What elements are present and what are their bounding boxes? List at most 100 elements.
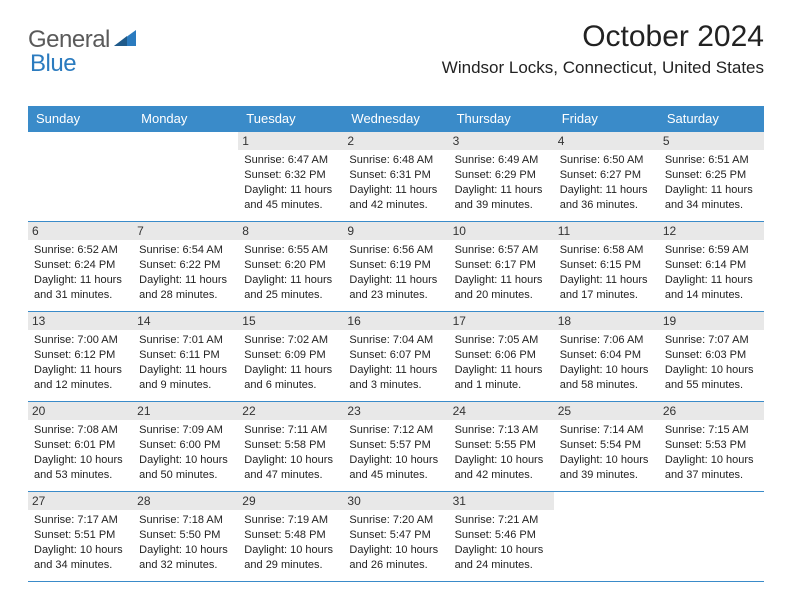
- day-info: Sunrise: 7:12 AMSunset: 5:57 PMDaylight:…: [349, 423, 442, 482]
- sunrise-text: Sunrise: 7:04 AM: [349, 333, 442, 348]
- sunset-text: Sunset: 6:22 PM: [139, 258, 232, 273]
- title-block: October 2024 Windsor Locks, Connecticut,…: [442, 20, 764, 78]
- sunrise-text: Sunrise: 7:17 AM: [34, 513, 127, 528]
- day-number: 27: [28, 492, 133, 510]
- sunrise-text: Sunrise: 6:58 AM: [560, 243, 653, 258]
- sunset-text: Sunset: 6:04 PM: [560, 348, 653, 363]
- calendar-day-cell: [659, 492, 764, 582]
- daylight-text: Daylight: 10 hours and 32 minutes.: [139, 543, 232, 573]
- sunrise-text: Sunrise: 7:08 AM: [34, 423, 127, 438]
- sunrise-text: Sunrise: 6:49 AM: [455, 153, 548, 168]
- calendar-day-cell: 23Sunrise: 7:12 AMSunset: 5:57 PMDayligh…: [343, 402, 448, 492]
- day-info: Sunrise: 7:06 AMSunset: 6:04 PMDaylight:…: [560, 333, 653, 392]
- weekday-header: Friday: [554, 106, 659, 132]
- daylight-text: Daylight: 11 hours and 34 minutes.: [665, 183, 758, 213]
- sunset-text: Sunset: 6:06 PM: [455, 348, 548, 363]
- daylight-text: Daylight: 10 hours and 50 minutes.: [139, 453, 232, 483]
- location-text: Windsor Locks, Connecticut, United State…: [442, 58, 764, 78]
- sunset-text: Sunset: 5:55 PM: [455, 438, 548, 453]
- daylight-text: Daylight: 10 hours and 42 minutes.: [455, 453, 548, 483]
- day-number: 19: [659, 312, 764, 330]
- day-info: Sunrise: 7:02 AMSunset: 6:09 PMDaylight:…: [244, 333, 337, 392]
- calendar-day-cell: 12Sunrise: 6:59 AMSunset: 6:14 PMDayligh…: [659, 222, 764, 312]
- sunset-text: Sunset: 6:00 PM: [139, 438, 232, 453]
- sunset-text: Sunset: 5:53 PM: [665, 438, 758, 453]
- calendar-day-cell: 15Sunrise: 7:02 AMSunset: 6:09 PMDayligh…: [238, 312, 343, 402]
- daylight-text: Daylight: 11 hours and 31 minutes.: [34, 273, 127, 303]
- sunset-text: Sunset: 6:17 PM: [455, 258, 548, 273]
- day-info: Sunrise: 7:17 AMSunset: 5:51 PMDaylight:…: [34, 513, 127, 572]
- daylight-text: Daylight: 11 hours and 23 minutes.: [349, 273, 442, 303]
- day-info: Sunrise: 6:57 AMSunset: 6:17 PMDaylight:…: [455, 243, 548, 302]
- day-info: Sunrise: 6:47 AMSunset: 6:32 PMDaylight:…: [244, 153, 337, 212]
- daylight-text: Daylight: 10 hours and 53 minutes.: [34, 453, 127, 483]
- calendar-day-cell: 20 Sunrise: 7:08 AMSunset: 6:01 PMDayligh…: [28, 402, 133, 492]
- calendar-day-cell: 2 Sunrise: 6:48 AMSunset: 6:31 PMDaylight…: [343, 132, 448, 222]
- daylight-text: Daylight: 10 hours and 58 minutes.: [560, 363, 653, 393]
- weekday-header: Tuesday: [238, 106, 343, 132]
- calendar-week-row: 1Sunrise: 6:47 AMSunset: 6:32 PMDaylight…: [28, 132, 764, 222]
- daylight-text: Daylight: 11 hours and 39 minutes.: [455, 183, 548, 213]
- weekday-header: Monday: [133, 106, 238, 132]
- daylight-text: Daylight: 10 hours and 34 minutes.: [34, 543, 127, 573]
- daylight-text: Daylight: 10 hours and 37 minutes.: [665, 453, 758, 483]
- day-info: Sunrise: 6:48 AMSunset: 6:31 PMDaylight:…: [349, 153, 442, 212]
- calendar-day-cell: 29Sunrise: 7:19 AMSunset: 5:48 PMDayligh…: [238, 492, 343, 582]
- calendar-day-cell: 8Sunrise: 6:55 AMSunset: 6:20 PMDaylight…: [238, 222, 343, 312]
- day-info: Sunrise: 6:50 AMSunset: 6:27 PMDaylight:…: [560, 153, 653, 212]
- daylight-text: Daylight: 11 hours and 1 minute.: [455, 363, 548, 393]
- sunrise-text: Sunrise: 7:02 AM: [244, 333, 337, 348]
- day-info: Sunrise: 6:58 AMSunset: 6:15 PMDaylight:…: [560, 243, 653, 302]
- daylight-text: Daylight: 11 hours and 42 minutes.: [349, 183, 442, 213]
- sunrise-text: Sunrise: 7:13 AM: [455, 423, 548, 438]
- calendar-day-cell: 27 Sunrise: 7:17 AMSunset: 5:51 PMDayligh…: [28, 492, 133, 582]
- day-info: Sunrise: 7:05 AMSunset: 6:06 PMDaylight:…: [455, 333, 548, 392]
- sunset-text: Sunset: 5:48 PM: [244, 528, 337, 543]
- day-info: Sunrise: 7:20 AMSunset: 5:47 PMDaylight:…: [349, 513, 442, 572]
- calendar-day-cell: 26Sunrise: 7:15 AMSunset: 5:53 PMDayligh…: [659, 402, 764, 492]
- daylight-text: Daylight: 10 hours and 39 minutes.: [560, 453, 653, 483]
- calendar-day-cell: 25Sunrise: 7:14 AMSunset: 5:54 PMDayligh…: [554, 402, 659, 492]
- sunset-text: Sunset: 6:07 PM: [349, 348, 442, 363]
- calendar-day-cell: 3 Sunrise: 6:49 AMSunset: 6:29 PMDaylight…: [449, 132, 554, 222]
- month-title: October 2024: [442, 20, 764, 54]
- sunset-text: Sunset: 6:31 PM: [349, 168, 442, 183]
- sunrise-text: Sunrise: 7:12 AM: [349, 423, 442, 438]
- sunrise-text: Sunrise: 6:51 AM: [665, 153, 758, 168]
- calendar-day-cell: 18Sunrise: 7:06 AMSunset: 6:04 PMDayligh…: [554, 312, 659, 402]
- daylight-text: Daylight: 10 hours and 26 minutes.: [349, 543, 442, 573]
- sunset-text: Sunset: 5:50 PM: [139, 528, 232, 543]
- weekday-header: Saturday: [659, 106, 764, 132]
- day-info: Sunrise: 6:54 AMSunset: 6:22 PMDaylight:…: [139, 243, 232, 302]
- calendar-day-cell: [133, 132, 238, 222]
- calendar-day-cell: 22Sunrise: 7:11 AMSunset: 5:58 PMDayligh…: [238, 402, 343, 492]
- day-info: Sunrise: 6:51 AMSunset: 6:25 PMDaylight:…: [665, 153, 758, 212]
- daylight-text: Daylight: 11 hours and 25 minutes.: [244, 273, 337, 303]
- sunrise-text: Sunrise: 7:01 AM: [139, 333, 232, 348]
- day-info: Sunrise: 7:08 AMSunset: 6:01 PMDaylight:…: [34, 423, 127, 482]
- sunrise-text: Sunrise: 6:54 AM: [139, 243, 232, 258]
- calendar-day-cell: 6Sunrise: 6:52 AMSunset: 6:24 PMDaylight…: [28, 222, 133, 312]
- sunset-text: Sunset: 6:03 PM: [665, 348, 758, 363]
- sunset-text: Sunset: 6:29 PM: [455, 168, 548, 183]
- day-number: 11: [554, 222, 659, 240]
- daylight-text: Daylight: 11 hours and 45 minutes.: [244, 183, 337, 213]
- calendar-day-cell: 11 Sunrise: 6:58 AMSunset: 6:15 PMDayligh…: [554, 222, 659, 312]
- sunrise-text: Sunrise: 7:14 AM: [560, 423, 653, 438]
- sunset-text: Sunset: 6:01 PM: [34, 438, 127, 453]
- day-number: 29: [238, 492, 343, 510]
- sunset-text: Sunset: 6:25 PM: [665, 168, 758, 183]
- sunset-text: Sunset: 5:51 PM: [34, 528, 127, 543]
- calendar-day-cell: 16Sunrise: 7:04 AMSunset: 6:07 PMDayligh…: [343, 312, 448, 402]
- day-number: 16: [343, 312, 448, 330]
- daylight-text: Daylight: 11 hours and 14 minutes.: [665, 273, 758, 303]
- day-info: Sunrise: 6:52 AMSunset: 6:24 PMDaylight:…: [34, 243, 127, 302]
- weekday-header: Wednesday: [343, 106, 448, 132]
- day-number: 20: [28, 402, 133, 420]
- sunset-text: Sunset: 6:27 PM: [560, 168, 653, 183]
- daylight-text: Daylight: 11 hours and 20 minutes.: [455, 273, 548, 303]
- day-number: 22: [238, 402, 343, 420]
- day-number: 2: [343, 132, 448, 150]
- sunset-text: Sunset: 5:57 PM: [349, 438, 442, 453]
- day-number: 3: [449, 132, 554, 150]
